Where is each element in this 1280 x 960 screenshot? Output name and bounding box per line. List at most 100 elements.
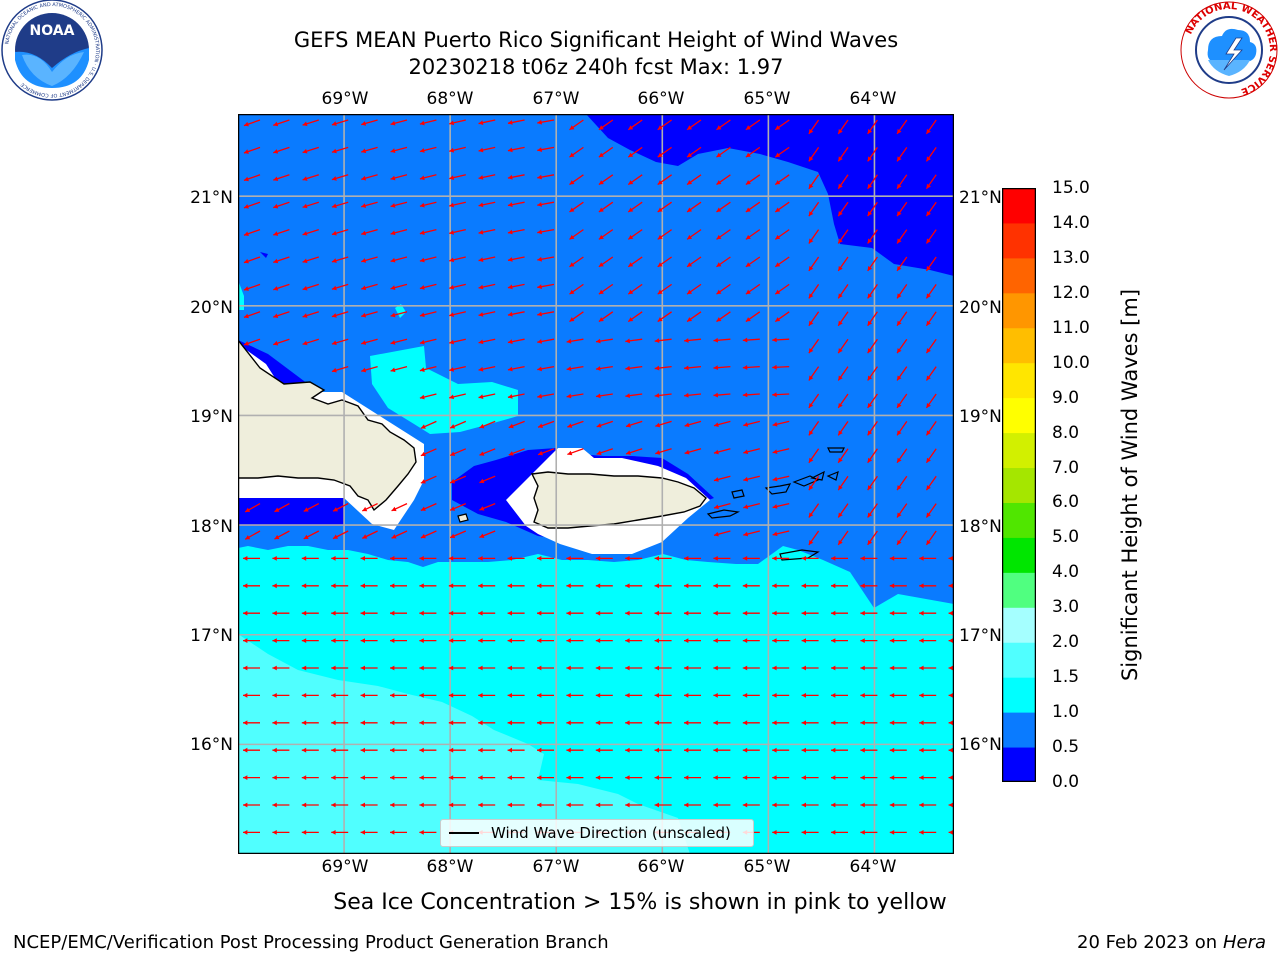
wave-direction-arrowhead <box>838 512 843 518</box>
wave-direction-arrowhead <box>948 610 953 616</box>
wave-direction-arrowhead <box>889 610 895 616</box>
wave-direction-arrowhead <box>243 176 249 182</box>
wave-direction-arrowhead <box>595 366 601 371</box>
colorbar-segment <box>1002 642 1036 678</box>
wave-direction-arrowhead <box>507 120 513 125</box>
wave-direction-arrowhead <box>867 128 873 134</box>
wave-direction-arrowhead <box>273 313 279 319</box>
wave-direction-arrowhead <box>448 583 454 589</box>
wave-direction-arrowhead <box>360 583 365 589</box>
wave-direction-arrowhead <box>684 583 689 589</box>
wave-direction-arrowhead <box>360 747 365 753</box>
wave-direction-arrowhead <box>537 393 543 399</box>
wave-direction-arrowhead <box>867 402 873 408</box>
wave-direction-arrowhead <box>390 638 395 643</box>
wave-direction-arrowhead <box>919 693 924 698</box>
wave-direction-arrowhead <box>243 830 248 835</box>
wave-direction-arrowhead <box>889 556 895 561</box>
wave-direction-arrowhead <box>801 638 806 643</box>
wave-direction-arrowhead <box>654 583 659 589</box>
wave-direction-arrowhead <box>507 339 513 344</box>
wave-direction-arrowhead <box>867 211 873 217</box>
wave-direction-arrowhead <box>361 312 367 318</box>
wave-direction-arrowhead <box>419 775 424 780</box>
wave-direction-arrowhead <box>687 180 693 185</box>
wave-direction-arrowhead <box>926 156 931 162</box>
lon-label-bottom: 65°W <box>743 857 791 877</box>
wave-direction-arrowhead <box>479 478 485 484</box>
wave-direction-arrowhead <box>479 506 485 511</box>
wave-direction-arrowhead <box>390 230 396 236</box>
sea-ice-note: Sea Ice Concentration > 15% is shown in … <box>333 890 947 915</box>
wave-direction-arrowhead <box>684 638 689 643</box>
wave-direction-arrowhead <box>838 211 843 217</box>
wave-direction-arrowhead <box>860 693 865 698</box>
wave-direction-arrowhead <box>713 583 718 589</box>
wave-direction-arrowhead <box>687 152 693 158</box>
wave-direction-arrowhead <box>361 258 367 263</box>
wave-direction-arrowhead <box>566 802 571 808</box>
wave-direction-arrowhead <box>449 202 455 208</box>
wave-direction-arrowhead <box>598 152 604 158</box>
wave-direction-arrowhead <box>569 207 575 212</box>
colorbar-label: Significant Height of Wind Waves [m] <box>1118 288 1142 682</box>
wave-direction-arrowhead <box>948 830 953 835</box>
wave-direction-arrowhead <box>867 539 873 545</box>
wave-direction-arrowhead <box>625 365 631 371</box>
wave-direction-arrowhead <box>897 211 902 217</box>
wave-direction-arrowhead <box>919 802 924 808</box>
wave-direction-arrowhead <box>713 802 718 808</box>
wave-direction-arrowhead <box>926 512 931 518</box>
wave-direction-arrowhead <box>537 556 542 561</box>
wave-direction-arrowhead <box>713 556 718 561</box>
wave-direction-arrowhead <box>595 393 601 399</box>
wave-direction-arrowhead <box>596 450 602 456</box>
colorbar-tick-label: 13.0 <box>1052 247 1090 268</box>
wave-direction-arrowhead <box>775 289 781 295</box>
wave-direction-arrowhead <box>716 180 722 185</box>
wave-direction-arrowhead <box>745 125 751 130</box>
wave-direction-arrowhead <box>625 693 630 698</box>
colorbar <box>1002 188 1036 782</box>
lat-label-left: 16°N <box>190 735 233 755</box>
wave-direction-arrowhead <box>361 148 367 154</box>
wave-direction-arrowhead <box>948 747 953 753</box>
lat-label-left: 17°N <box>190 626 233 646</box>
wave-direction-arrowhead <box>595 802 601 808</box>
wave-direction-arrowhead <box>478 638 483 643</box>
wave-direction-arrowhead <box>273 176 279 182</box>
wave-direction-arrowhead <box>897 348 902 354</box>
wave-direction-arrowhead <box>625 610 630 616</box>
wave-direction-arrowhead <box>478 394 484 399</box>
wave-direction-arrowhead <box>450 424 456 429</box>
wave-direction-arrowhead <box>537 802 542 808</box>
wave-direction-arrowhead <box>808 128 814 134</box>
wave-direction-arrowhead <box>808 375 814 381</box>
wave-direction-arrowhead <box>595 338 601 344</box>
wave-direction-arrowhead <box>360 665 365 671</box>
wave-direction-arrowhead <box>808 211 814 217</box>
wave-direction-arrowhead <box>361 367 367 373</box>
wave-direction-arrowhead <box>745 289 751 295</box>
wave-direction-arrowhead <box>713 365 719 371</box>
wave-direction-arrowhead <box>566 338 572 344</box>
wave-direction-arrowhead <box>420 533 426 539</box>
wave-direction-arrowhead <box>537 775 542 780</box>
wave-direction-arrowhead <box>390 340 396 345</box>
wave-direction-arrowhead <box>628 207 634 212</box>
wave-direction-arrowhead <box>449 175 455 180</box>
wave-direction-arrowhead <box>243 720 248 726</box>
wave-direction-arrowhead <box>713 531 719 537</box>
wave-direction-arrowhead <box>302 148 308 154</box>
wave-direction-arrowhead <box>897 265 902 271</box>
wave-direction-arrowhead <box>713 449 719 455</box>
wave-direction-arrowhead <box>860 610 865 616</box>
wave-direction-arrowhead <box>772 638 777 643</box>
wave-direction-arrowhead <box>926 348 931 354</box>
wave-direction-arrowhead <box>775 180 781 185</box>
wave-direction-arrowhead <box>569 152 575 158</box>
footer-date: 20 Feb 2023 on Hera <box>1077 932 1266 953</box>
wave-direction-arrowhead <box>243 693 248 698</box>
wave-direction-arrowhead <box>654 747 659 753</box>
lat-label-right: 21°N <box>959 188 1002 208</box>
